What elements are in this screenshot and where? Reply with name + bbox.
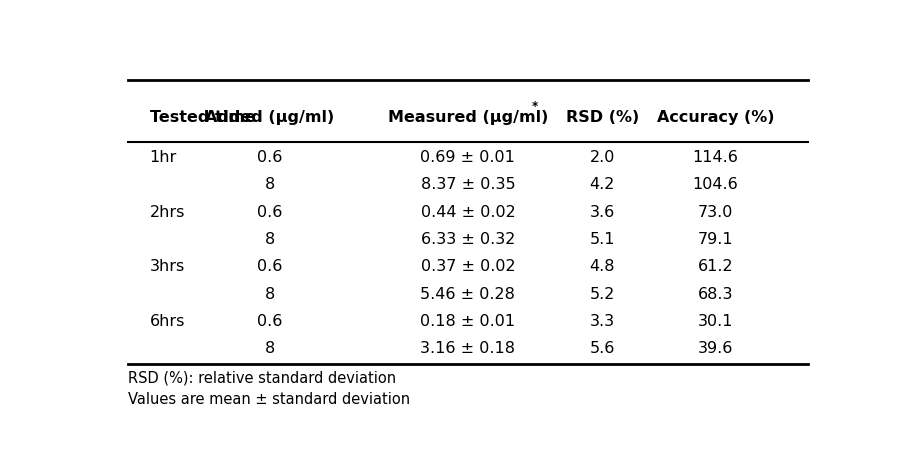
Text: 6hrs: 6hrs: [150, 314, 184, 329]
Text: 5.46 ± 0.28: 5.46 ± 0.28: [421, 287, 515, 301]
Text: 8: 8: [265, 232, 275, 247]
Text: 0.18 ± 0.01: 0.18 ± 0.01: [420, 314, 516, 329]
Text: 0.44 ± 0.02: 0.44 ± 0.02: [421, 205, 515, 220]
Text: 0.69 ± 0.01: 0.69 ± 0.01: [421, 150, 515, 165]
Text: 5.2: 5.2: [590, 287, 615, 301]
Text: Tested time: Tested time: [150, 110, 256, 125]
Text: 114.6: 114.6: [693, 150, 739, 165]
Text: 1hr: 1hr: [150, 150, 177, 165]
Text: 68.3: 68.3: [698, 287, 733, 301]
Text: 3.16 ± 0.18: 3.16 ± 0.18: [420, 341, 516, 356]
Text: RSD (%): relative standard deviation: RSD (%): relative standard deviation: [128, 371, 396, 386]
Text: 61.2: 61.2: [698, 260, 733, 274]
Text: 2hrs: 2hrs: [150, 205, 184, 220]
Text: 4.8: 4.8: [590, 260, 615, 274]
Text: 2.0: 2.0: [590, 150, 615, 165]
Text: Measured (μg/ml): Measured (μg/ml): [388, 110, 548, 125]
Text: 0.6: 0.6: [257, 314, 282, 329]
Text: 8: 8: [265, 341, 275, 356]
Text: 3.3: 3.3: [590, 314, 615, 329]
Text: Values are mean ± standard deviation: Values are mean ± standard deviation: [128, 392, 411, 407]
Text: 73.0: 73.0: [698, 205, 733, 220]
Text: 4.2: 4.2: [590, 177, 615, 193]
Text: 0.6: 0.6: [257, 150, 282, 165]
Text: 3hrs: 3hrs: [150, 260, 184, 274]
Text: 0.37 ± 0.02: 0.37 ± 0.02: [421, 260, 515, 274]
Text: 8.37 ± 0.35: 8.37 ± 0.35: [421, 177, 515, 193]
Text: 104.6: 104.6: [693, 177, 739, 193]
Text: 79.1: 79.1: [698, 232, 733, 247]
Text: 6.33 ± 0.32: 6.33 ± 0.32: [421, 232, 515, 247]
Text: 30.1: 30.1: [698, 314, 733, 329]
Text: Added (μg/ml): Added (μg/ml): [205, 110, 334, 125]
Text: Accuracy (%): Accuracy (%): [656, 110, 774, 125]
Text: 5.6: 5.6: [590, 341, 615, 356]
Text: 0.6: 0.6: [257, 205, 282, 220]
Text: 39.6: 39.6: [698, 341, 733, 356]
Text: 8: 8: [265, 287, 275, 301]
Text: RSD (%): RSD (%): [566, 110, 639, 125]
Text: 8: 8: [265, 177, 275, 193]
Text: *: *: [531, 100, 538, 113]
Text: 3.6: 3.6: [590, 205, 615, 220]
Text: 5.1: 5.1: [590, 232, 615, 247]
Text: 0.6: 0.6: [257, 260, 282, 274]
